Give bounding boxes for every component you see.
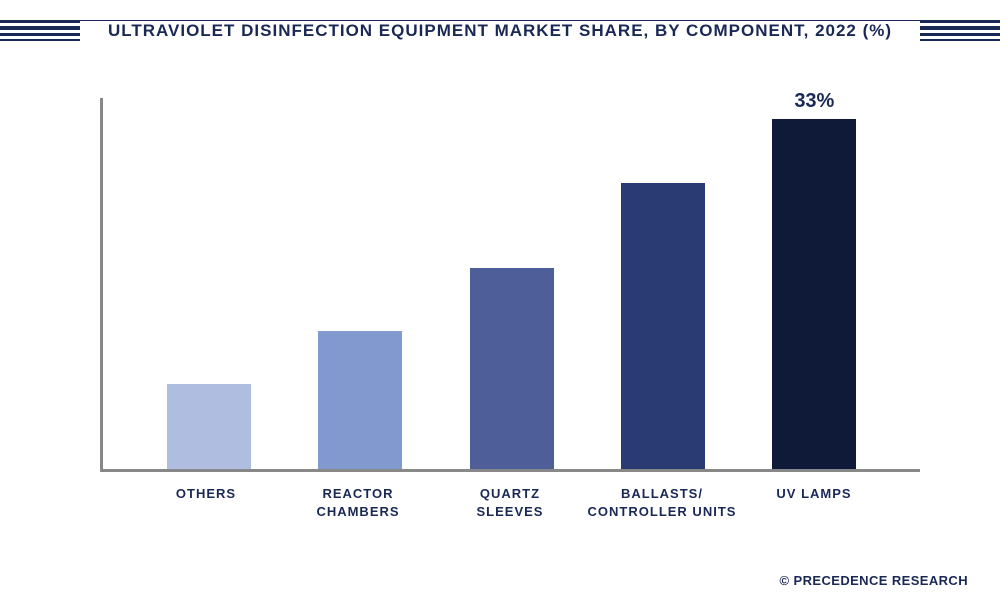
bar: 33% [772, 119, 856, 469]
title-banner: ULTRAVIOLET DISINFECTION EQUIPMENT MARKE… [0, 8, 1000, 54]
x-axis-label: OTHERS [130, 485, 282, 542]
bar [167, 384, 251, 469]
x-axis-label: UV LAMPS [738, 485, 890, 542]
bar-slot [133, 98, 284, 469]
source-attribution: © PRECEDENCE RESEARCH [780, 573, 968, 588]
bar [621, 183, 705, 469]
plot-area: 33% [100, 98, 920, 472]
bar [318, 331, 402, 469]
bar-slot [587, 98, 738, 469]
chart-container: 33% OTHERSREACTOR CHAMBERSQUARTZ SLEEVES… [60, 78, 940, 542]
bar-value-label: 33% [794, 90, 834, 119]
chart-title: ULTRAVIOLET DISINFECTION EQUIPMENT MARKE… [80, 21, 920, 41]
bar-slot: 33% [739, 98, 890, 469]
bar [470, 268, 554, 469]
bar-slot [284, 98, 435, 469]
bar-group: 33% [103, 98, 920, 469]
x-axis-labels: OTHERSREACTOR CHAMBERSQUARTZ SLEEVESBALL… [100, 477, 920, 542]
bar-slot [436, 98, 587, 469]
x-axis-label: QUARTZ SLEEVES [434, 485, 586, 542]
x-axis-label: BALLASTS/ CONTROLLER UNITS [586, 485, 738, 542]
x-axis-label: REACTOR CHAMBERS [282, 485, 434, 542]
